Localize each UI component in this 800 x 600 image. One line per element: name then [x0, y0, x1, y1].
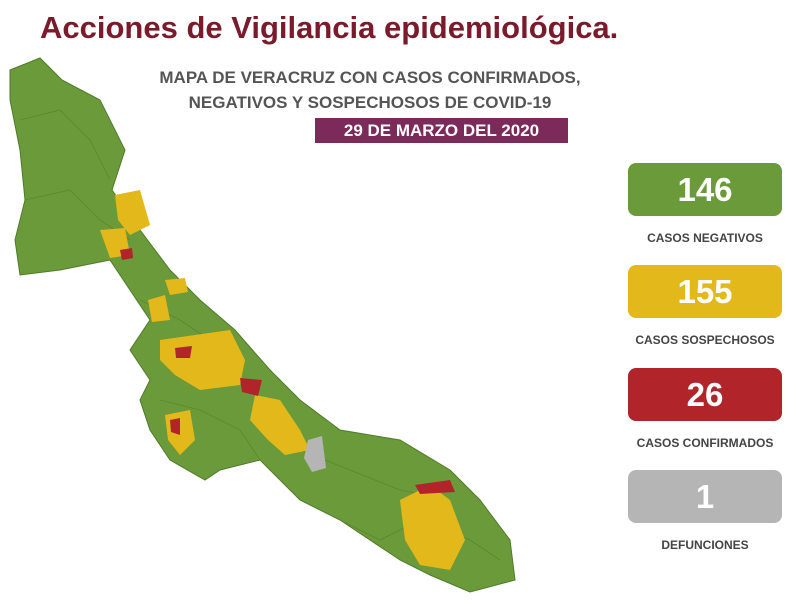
title: Acciones de Vigilancia epidemiológica. [40, 10, 619, 45]
subtitle-line: MAPA DE VERACRUZ CON CASOS CONFIRMADOS, [159, 68, 581, 87]
confirmed-areas [120, 248, 455, 494]
stat-label: CASOS SOSPECHOSOS [635, 333, 775, 347]
stat-label: CASOS NEGATIVOS [647, 231, 763, 245]
state-shape [9, 57, 516, 593]
veracruz-map [9, 57, 516, 593]
stat-label: CASOS CONFIRMADOS [636, 436, 774, 450]
stat-value: 155 [628, 265, 782, 318]
stat-value: 26 [628, 368, 782, 421]
date-banner: 29 DE MARZO DEL 2020 [315, 118, 568, 143]
death-area [304, 436, 326, 472]
suspected-areas [100, 190, 465, 570]
stat-value: 146 [628, 163, 782, 216]
subtitle-line: NEGATIVOS Y SOSPECHOSOS DE COVID-19 [188, 93, 552, 112]
stat-label: DEFUNCIONES [661, 538, 749, 552]
stat-value: 1 [628, 470, 782, 523]
